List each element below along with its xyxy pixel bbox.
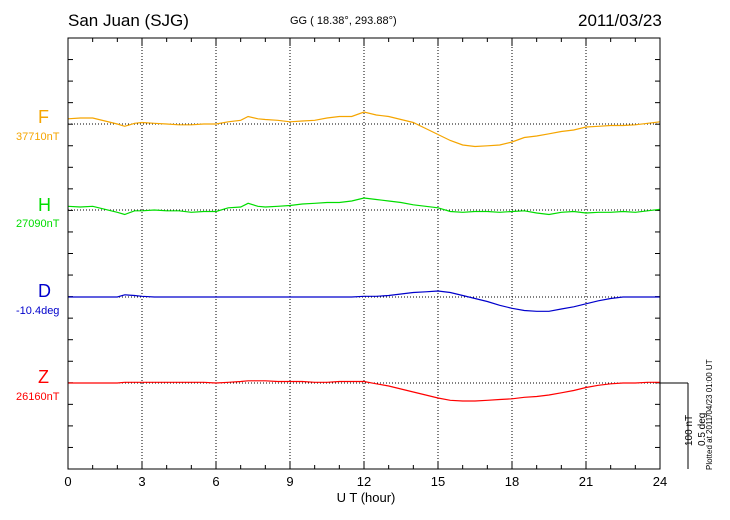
scale-nt-label: 100 nT <box>684 414 695 446</box>
plot-frame <box>67 37 661 470</box>
channel-d-name: D <box>38 281 51 301</box>
channel-z-base: 26160nT <box>16 391 60 403</box>
x-tick-label: 12 <box>357 474 371 489</box>
series-layer <box>67 111 661 402</box>
x-tick-label: 9 <box>286 474 293 489</box>
channel-h-base: 27090nT <box>16 218 60 230</box>
x-tick-labels: 0 3 6 9 12 15 18 21 24 <box>64 474 667 489</box>
series-line-d <box>68 290 660 312</box>
x-tick-label: 24 <box>653 474 667 489</box>
x-axis-label: U T (hour) <box>337 490 396 505</box>
series-line-z <box>68 380 660 402</box>
x-tick-label: 3 <box>138 474 145 489</box>
series-line-f <box>67 111 661 148</box>
coordinates-label: GG ( 18.38°, 293.88°) <box>290 15 397 27</box>
series-line-h <box>67 197 661 216</box>
x-tick-label: 21 <box>579 474 593 489</box>
channel-f-name: F <box>38 107 49 127</box>
channel-h-name: H <box>38 195 51 215</box>
plotted-timestamp: Plotted at 2011/04/23 01:00 UT <box>705 359 714 470</box>
grid-lines <box>68 38 660 469</box>
x-tick-label: 6 <box>212 474 219 489</box>
date-label: 2011/03/23 <box>578 11 662 30</box>
x-tick-label: 15 <box>431 474 445 489</box>
channel-d-base: -10.4deg <box>16 305 60 317</box>
station-title: San Juan (SJG) <box>68 11 189 30</box>
channel-z-name: Z <box>38 367 49 387</box>
x-tick-label: 0 <box>64 474 71 489</box>
x-tick-label: 18 <box>505 474 519 489</box>
channel-f-base: 37710nT <box>16 131 60 143</box>
